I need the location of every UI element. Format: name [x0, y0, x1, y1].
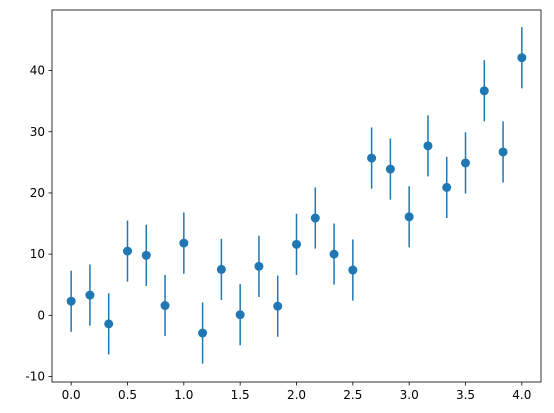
point — [310, 213, 320, 223]
point — [517, 53, 527, 63]
point — [367, 153, 377, 163]
point — [141, 250, 151, 260]
point — [404, 212, 414, 222]
point — [179, 238, 189, 248]
point — [254, 261, 264, 271]
point — [273, 301, 283, 311]
x-tick-label: 2.0 — [287, 388, 306, 402]
point — [461, 158, 471, 168]
y-tick-label: -10 — [25, 369, 45, 383]
x-tick-label: 3.5 — [456, 388, 475, 402]
point — [329, 249, 339, 259]
point — [235, 310, 245, 320]
point — [442, 182, 452, 192]
point — [85, 290, 95, 300]
x-tick-label: 2.5 — [343, 388, 362, 402]
y-tick-label: 30 — [30, 125, 45, 139]
x-tick-label: 0.0 — [62, 388, 81, 402]
point — [479, 86, 489, 96]
point — [292, 239, 301, 249]
point — [348, 265, 358, 275]
point — [160, 301, 170, 311]
axes-frame — [51, 9, 542, 383]
point — [498, 147, 508, 157]
x-tick-label: 4.0 — [512, 388, 531, 402]
x-tick-label: 1.5 — [231, 388, 250, 402]
point — [216, 264, 226, 274]
point — [122, 246, 132, 256]
point — [66, 296, 76, 306]
x-tick-label: 3.0 — [400, 388, 419, 402]
point — [198, 328, 208, 338]
point — [423, 141, 433, 151]
y-tick-label: 40 — [30, 64, 45, 78]
x-tick-label: 1.0 — [174, 388, 193, 402]
point — [104, 319, 114, 329]
y-tick-label: 10 — [30, 247, 45, 261]
point — [385, 164, 395, 174]
y-tick-label: 20 — [30, 186, 45, 200]
x-tick-label: 0.5 — [118, 388, 137, 402]
y-tick-label: 0 — [37, 308, 45, 322]
